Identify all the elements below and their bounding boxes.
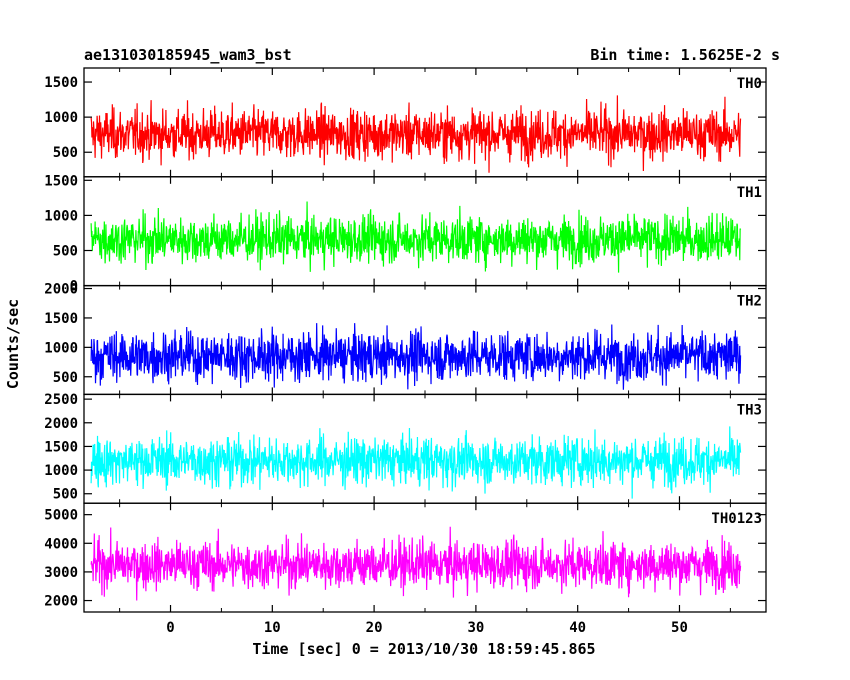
y-tick-label: 3000 [44, 565, 78, 581]
channel-label-th2: TH2 [737, 294, 762, 310]
x-tick-label: 0 [166, 620, 174, 636]
series-th3 [90, 426, 742, 499]
x-tick-label: 50 [671, 620, 688, 636]
y-tick-label: 0 [70, 279, 78, 295]
y-tick-label: 5000 [44, 508, 78, 524]
y-tick-label: 1500 [44, 75, 78, 91]
y-tick-label: 2500 [44, 392, 78, 408]
y-tick-label: 2000 [44, 594, 78, 610]
series-th0 [90, 95, 742, 173]
series-th0123 [90, 526, 742, 601]
x-tick-label: 20 [366, 620, 383, 636]
y-tick-label: 2000 [44, 416, 78, 432]
y-tick-label: 1000 [44, 340, 78, 356]
series-th1 [90, 201, 742, 273]
y-tick-label: 1500 [44, 439, 78, 455]
chart-title-left: ae131030185945_wam3_bst [84, 46, 292, 64]
y-tick-label: 1500 [44, 311, 78, 327]
y-axis-label: Counts/sec [4, 299, 22, 389]
channel-label-th0: TH0 [737, 76, 762, 92]
y-tick-label: 500 [53, 487, 78, 503]
y-tick-label: 1000 [44, 463, 78, 479]
x-tick-label: 10 [264, 620, 281, 636]
y-tick-label: 500 [53, 145, 78, 161]
y-tick-label: 2000 [44, 282, 78, 298]
y-tick-label: 500 [53, 370, 78, 386]
y-tick-label: 1500 [44, 173, 78, 189]
channel-label-th3: TH3 [737, 402, 762, 418]
x-axis-label: Time [sec] 0 = 2013/10/30 18:59:45.865 [252, 640, 595, 658]
y-tick-label: 4000 [44, 536, 78, 552]
channel-label-th1: TH1 [737, 185, 762, 201]
chart-title-right: Bin time: 1.5625E-2 s [590, 46, 780, 64]
channel-label-th0123: TH0123 [711, 511, 762, 527]
x-tick-label: 30 [467, 620, 484, 636]
y-tick-label: 1000 [44, 110, 78, 126]
y-tick-label: 1000 [44, 208, 78, 224]
x-tick-label: 40 [569, 620, 586, 636]
series-th2 [90, 323, 742, 390]
y-tick-label: 500 [53, 244, 78, 260]
